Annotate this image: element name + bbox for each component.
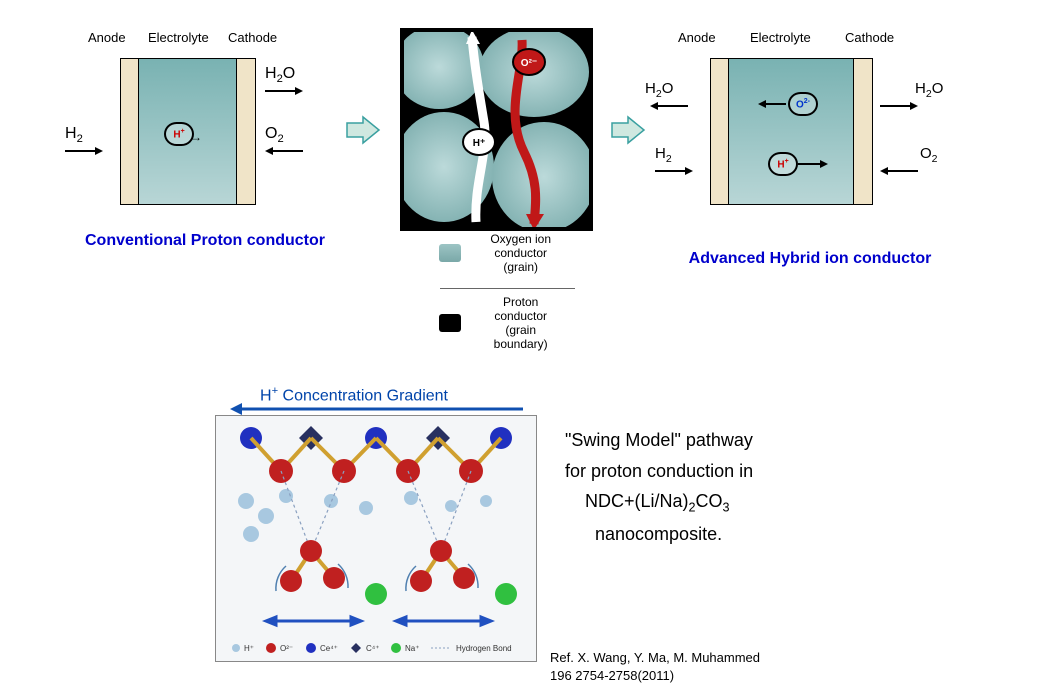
label-cathode-r: Cathode: [845, 30, 894, 45]
swing-text: "Swing Model" pathway for proton conduct…: [565, 425, 895, 550]
h2-left: H2: [655, 145, 672, 165]
swing-line-1: "Swing Model" pathway: [565, 425, 895, 456]
svg-text:Ce⁴⁺: Ce⁴⁺: [320, 644, 338, 653]
arrow-hion: [798, 158, 828, 170]
h2o-left: H2O: [645, 80, 673, 100]
swing-ref2: 196 2754-2758(2011): [550, 668, 674, 683]
arrow-h2-left: [655, 165, 695, 177]
cathode-bar-r: [853, 58, 873, 205]
swing-title-arrow: [228, 402, 528, 416]
arrow-h2o-left: [650, 100, 690, 112]
swing-line-4: nanocomposite.: [565, 519, 895, 550]
label-anode: Anode: [88, 30, 126, 45]
legend-divider: [440, 288, 575, 289]
legend-grain-text: Oxygen ionconductor(grain): [471, 232, 571, 274]
svg-text:H⁺: H⁺: [473, 138, 486, 149]
o2-right: O2: [920, 145, 938, 165]
label-electrolyte: Electrolyte: [148, 30, 209, 45]
microstructure-panel: O²⁻ H⁺: [400, 28, 593, 231]
swing-ref: Ref. X. Wang, Y. Ma, M. Muhammed: [550, 650, 760, 665]
electrolyte-bar-r: [728, 58, 855, 205]
oxygen-ion: O2-: [788, 92, 818, 116]
swing-line-3: NDC+(Li/Na)2CO3: [565, 486, 895, 519]
h2o-out: H2O: [265, 65, 295, 85]
h2o-right: H2O: [915, 80, 943, 100]
ion-arrow: →: [190, 130, 202, 144]
conventional-cell: Anode Electrolyte Cathode H+ → H2 H2O O2: [120, 50, 350, 250]
swing-line-2: for proton conduction in: [565, 456, 895, 487]
proton-ion-r: H+: [768, 152, 798, 176]
svg-text:Na⁺: Na⁺: [405, 644, 419, 653]
svg-text:C⁴⁺: C⁴⁺: [366, 644, 379, 653]
swing-svg: H⁺ O²⁻ Ce⁴⁺ C⁴⁺ Na⁺ Hydrogen Bond: [216, 416, 536, 661]
svg-text:H⁺: H⁺: [244, 644, 254, 653]
arrow-o2-right: [880, 165, 920, 177]
advanced-cell: Anode Electrolyte Cathode O2- H+ H2O H2 …: [710, 50, 970, 250]
arrow-o2ion: [758, 98, 788, 110]
label-anode-r: Anode: [678, 30, 716, 45]
legend-boundary: Protonconductor(grainboundary): [430, 295, 580, 351]
oxygen-ion-label: O2-: [796, 98, 810, 110]
label-cathode: Cathode: [228, 30, 277, 45]
title-advanced: Advanced Hybrid ion conductor: [660, 250, 960, 268]
o2-in: O2: [265, 125, 284, 145]
arrow-h2o-right: [880, 100, 920, 112]
svg-text:O²⁻: O²⁻: [280, 644, 293, 653]
label-electrolyte-r: Electrolyte: [750, 30, 811, 45]
transition-arrow-1: [345, 115, 375, 139]
proton-ion-label: H+: [173, 128, 184, 140]
svg-text:O²⁻: O²⁻: [521, 58, 537, 69]
swing-panel: H⁺ O²⁻ Ce⁴⁺ C⁴⁺ Na⁺ Hydrogen Bond: [215, 415, 537, 662]
legend-boundary-text: Protonconductor(grainboundary): [471, 295, 571, 351]
anode-bar: [120, 58, 140, 205]
arrow-o2: [265, 145, 305, 157]
transition-arrow-2: [610, 115, 640, 139]
microstructure-svg: O²⁻ H⁺: [404, 32, 589, 227]
svg-text:Hydrogen Bond: Hydrogen Bond: [456, 644, 512, 653]
legend-grain: Oxygen ionconductor(grain): [430, 232, 580, 274]
proton-ion-r-label: H+: [777, 158, 788, 170]
anode-bar-r: [710, 58, 730, 205]
arrow-h2: [65, 145, 105, 157]
h2-in: H2: [65, 125, 83, 145]
proton-ion: H+ →: [164, 122, 194, 146]
title-conventional: Conventional Proton conductor: [75, 232, 335, 250]
arrow-h2o: [265, 85, 305, 97]
cathode-bar: [236, 58, 256, 205]
